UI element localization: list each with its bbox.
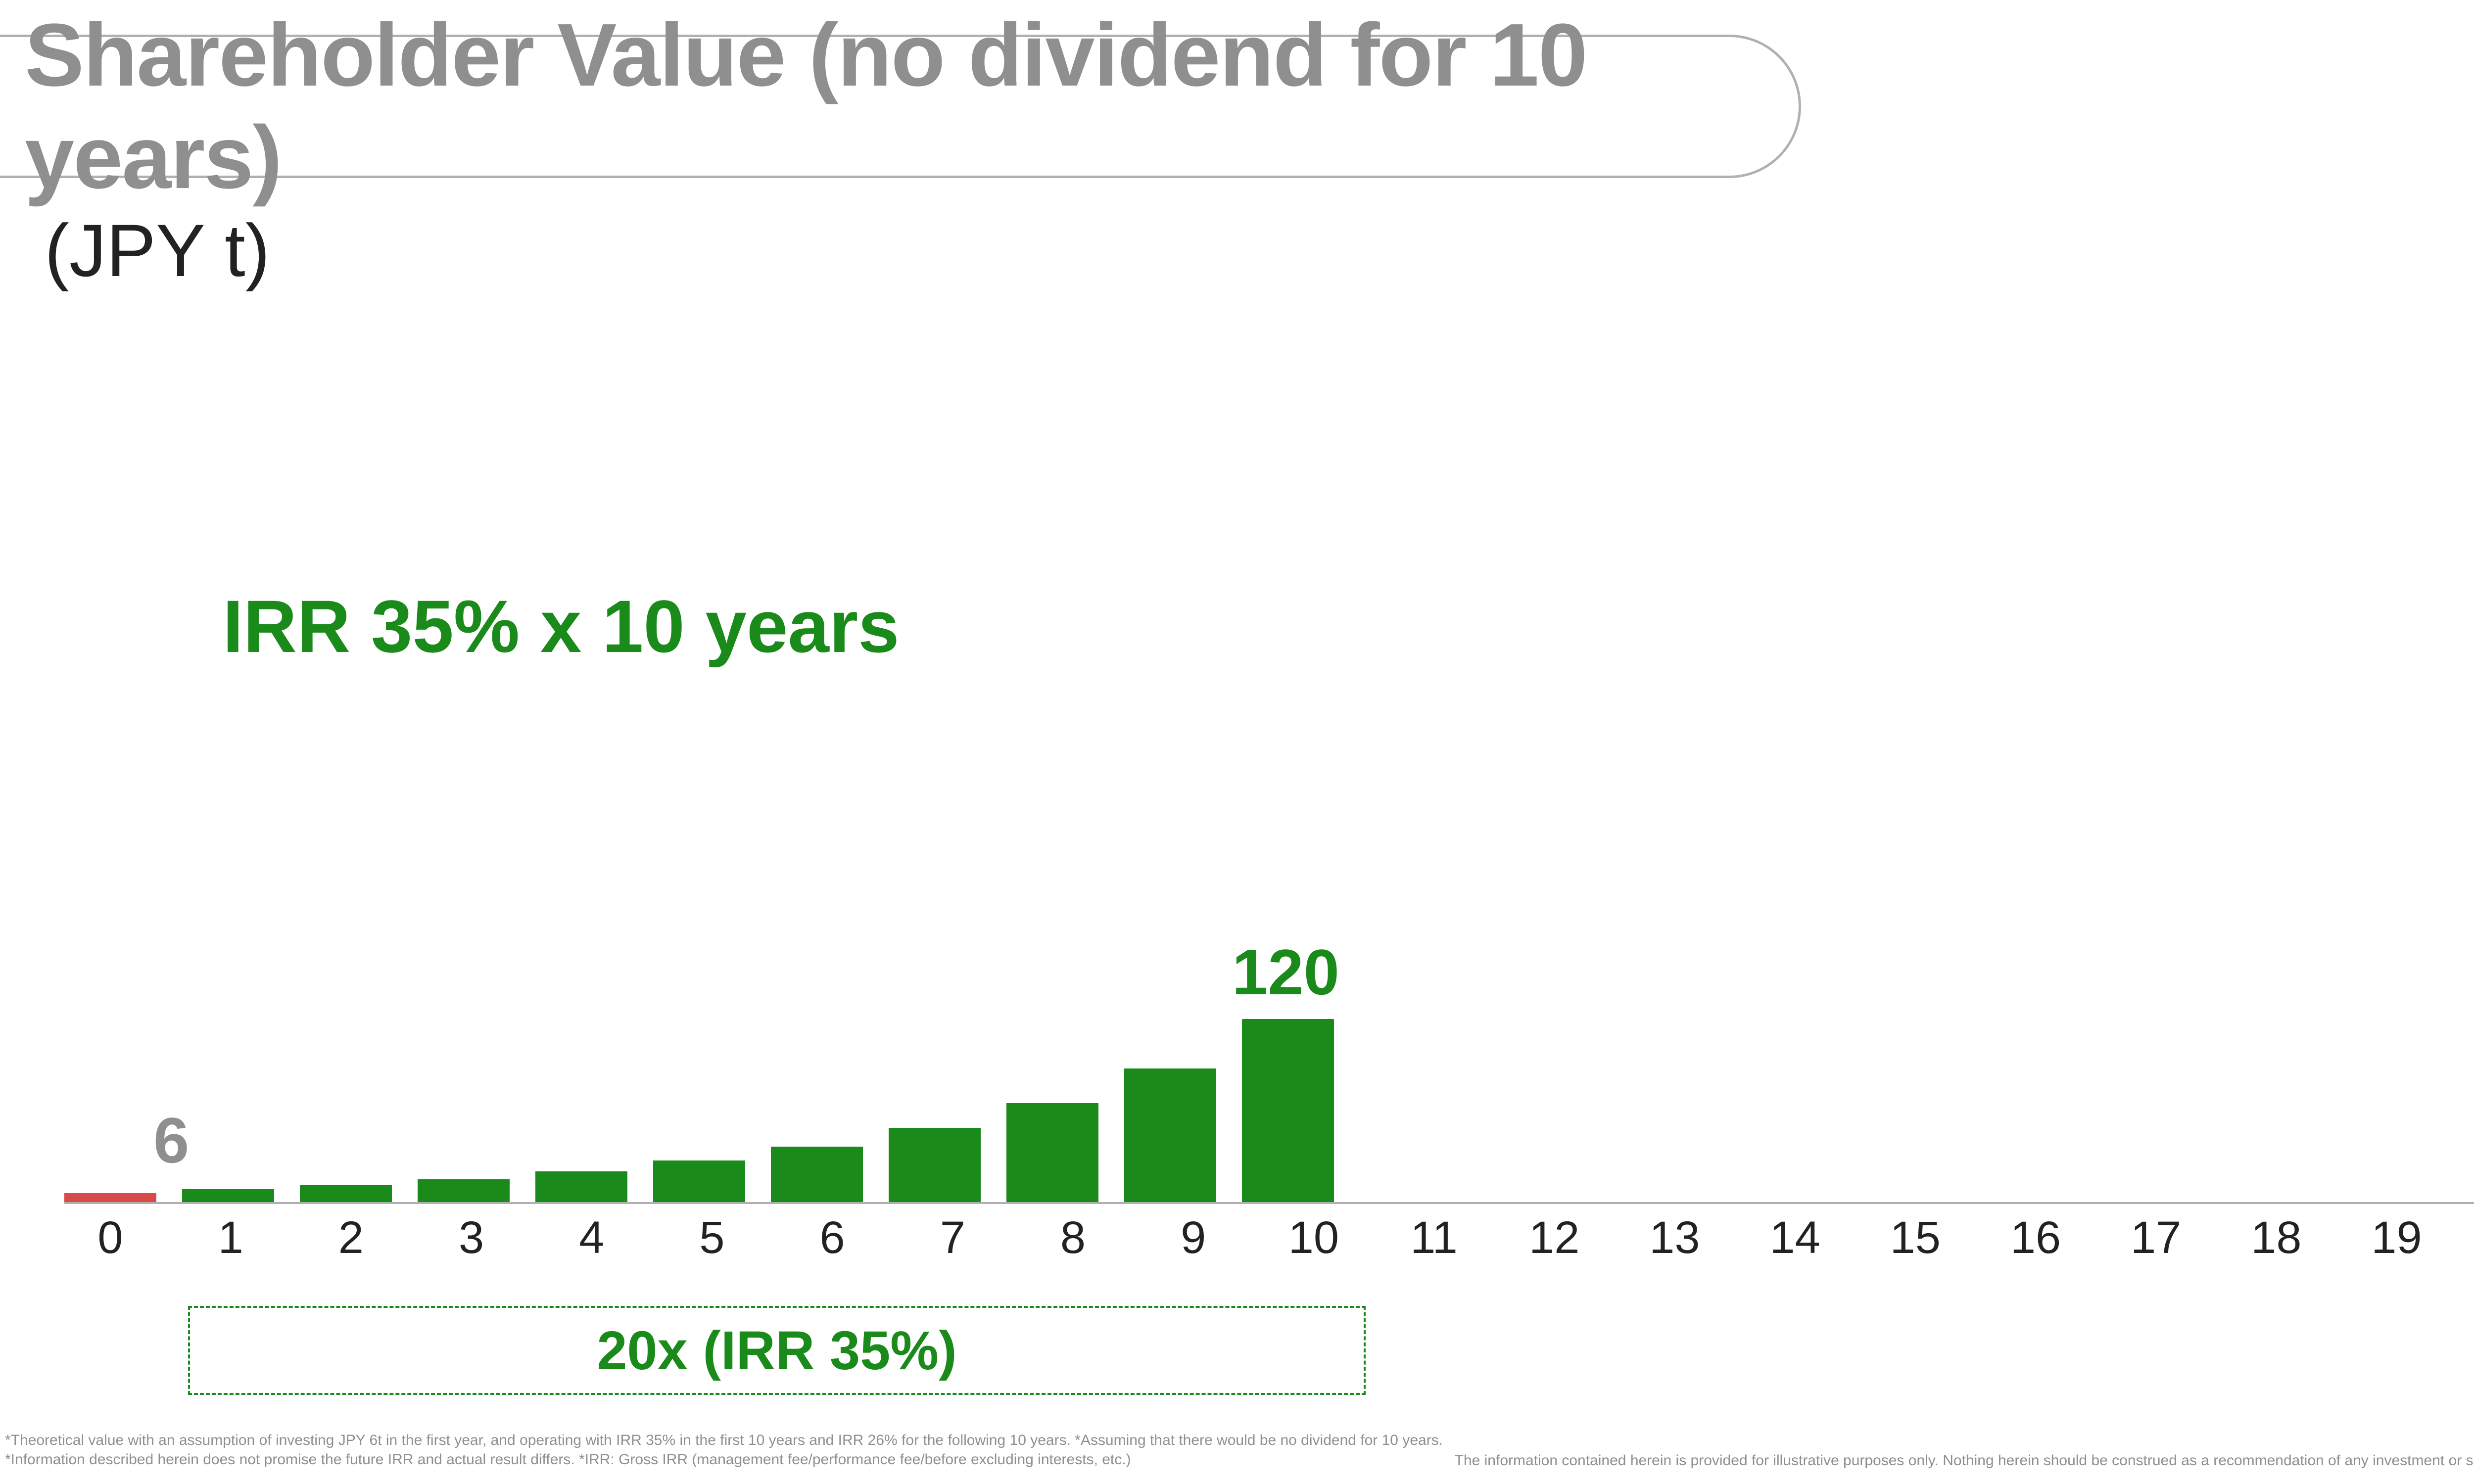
x-label-8: 8 [1027, 1212, 1119, 1264]
x-label-0: 0 [64, 1212, 156, 1264]
footnote-left-line2: *Information described herein does not p… [5, 1450, 1443, 1469]
bar-3 [418, 1179, 510, 1202]
x-label-6: 6 [786, 1212, 878, 1264]
x-label-3: 3 [426, 1212, 518, 1264]
bar-4 [535, 1171, 627, 1202]
bar-1 [182, 1189, 274, 1202]
x-label-11: 11 [1388, 1212, 1480, 1264]
x-label-10: 10 [1268, 1212, 1360, 1264]
bar-0 [64, 1193, 156, 1202]
last-bar-value-label: 120 [1232, 935, 1339, 1009]
x-label-1: 1 [185, 1212, 277, 1264]
x-label-2: 2 [305, 1212, 397, 1264]
footnote-left-line1: *Theoretical value with an assumption of… [5, 1431, 1443, 1450]
x-label-9: 9 [1147, 1212, 1239, 1264]
bar-8 [1006, 1103, 1098, 1202]
slide-title: Shareholder Value (no dividend for 10 ye… [25, 4, 1799, 209]
x-label-19: 19 [2351, 1212, 2443, 1264]
bar-10 [1242, 1019, 1334, 1202]
x-label-17: 17 [2110, 1212, 2202, 1264]
title-tab: Shareholder Value (no dividend for 10 ye… [0, 35, 1801, 178]
x-label-16: 16 [1990, 1212, 2082, 1264]
x-label-15: 15 [1869, 1212, 1961, 1264]
x-label-13: 13 [1628, 1212, 1720, 1264]
bar-5 [653, 1160, 745, 1202]
x-label-5: 5 [666, 1212, 758, 1264]
x-label-18: 18 [2230, 1212, 2322, 1264]
bracket-box: 20x (IRR 35%) [188, 1306, 1366, 1395]
y-axis-unit: (JPY t) [45, 208, 270, 293]
x-label-20: 20 [2471, 1212, 2474, 1264]
bar-group [64, 1019, 1366, 1202]
bar-7 [889, 1128, 981, 1202]
footnote-right: The information contained herein is prov… [1455, 1452, 2474, 1469]
x-label-14: 14 [1749, 1212, 1841, 1264]
x-axis-labels: 01234567891011121314151617181920 [64, 1212, 2474, 1264]
bar-6 [771, 1147, 863, 1202]
x-label-4: 4 [546, 1212, 638, 1264]
x-axis-line [64, 1202, 2474, 1204]
chart-annotation: IRR 35% x 10 years [223, 584, 900, 669]
x-label-7: 7 [906, 1212, 999, 1264]
bar-2 [300, 1185, 392, 1202]
bar-9 [1124, 1068, 1216, 1202]
bracket-label: 20x (IRR 35%) [597, 1319, 957, 1382]
footnote-left: *Theoretical value with an assumption of… [5, 1431, 1443, 1469]
x-label-12: 12 [1508, 1212, 1600, 1264]
